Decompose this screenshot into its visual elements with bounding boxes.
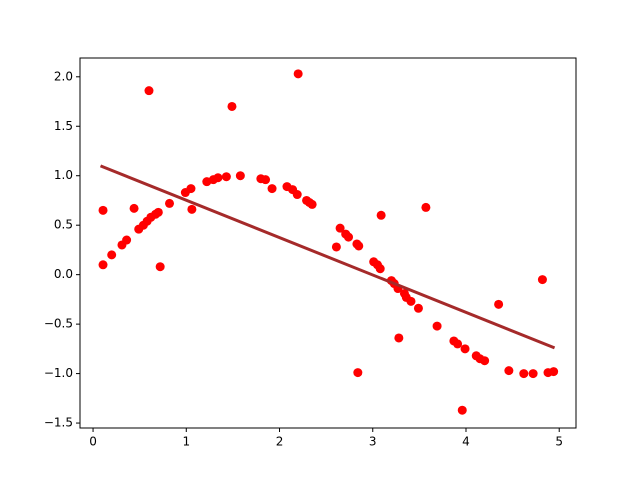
point [354, 241, 364, 251]
x-tick-label: 3 [369, 435, 377, 449]
point [98, 205, 108, 215]
point [292, 190, 302, 200]
x-tick-label: 2 [276, 435, 284, 449]
point [549, 367, 559, 377]
point [453, 339, 463, 349]
point [394, 333, 404, 343]
point [267, 184, 277, 194]
point [335, 223, 345, 233]
point [413, 303, 423, 313]
point [165, 198, 175, 208]
point [494, 299, 504, 309]
point [153, 207, 163, 217]
point [331, 242, 341, 252]
point [376, 210, 386, 220]
point [221, 172, 231, 182]
y-tick-label: −0.5 [44, 317, 73, 331]
point [235, 171, 245, 181]
point [122, 235, 132, 245]
y-tick-label: 0.0 [54, 267, 73, 281]
point [307, 199, 317, 209]
y-tick-label: 1.0 [54, 168, 73, 182]
y-tick-label: −1.5 [44, 416, 73, 430]
point [457, 405, 467, 415]
point [528, 369, 538, 379]
point [504, 366, 514, 376]
point [293, 69, 303, 79]
point [432, 321, 442, 331]
point [375, 264, 385, 274]
point [519, 369, 529, 379]
point [460, 344, 470, 354]
fit-line [99, 164, 556, 350]
x-tick-label: 5 [555, 435, 563, 449]
point [213, 173, 223, 183]
point [227, 101, 237, 111]
y-tick-label: 0.5 [54, 218, 73, 232]
point [537, 275, 547, 285]
point [155, 262, 165, 272]
point [406, 296, 416, 306]
plot-frame [79, 57, 577, 429]
point [344, 232, 354, 242]
x-tick-label: 0 [89, 435, 97, 449]
point [144, 86, 154, 96]
y-tick-label: 1.5 [54, 119, 73, 133]
y-tick-label: −1.0 [44, 366, 73, 380]
point [353, 368, 363, 378]
x-tick-label: 1 [182, 435, 190, 449]
x-tick-label: 4 [462, 435, 470, 449]
point [187, 204, 197, 214]
point [107, 250, 117, 260]
point [98, 260, 108, 270]
y-tick-label: 2.0 [54, 69, 73, 83]
point [480, 356, 490, 366]
point [186, 184, 196, 194]
point [261, 175, 271, 185]
point [129, 203, 139, 213]
point [421, 202, 431, 212]
